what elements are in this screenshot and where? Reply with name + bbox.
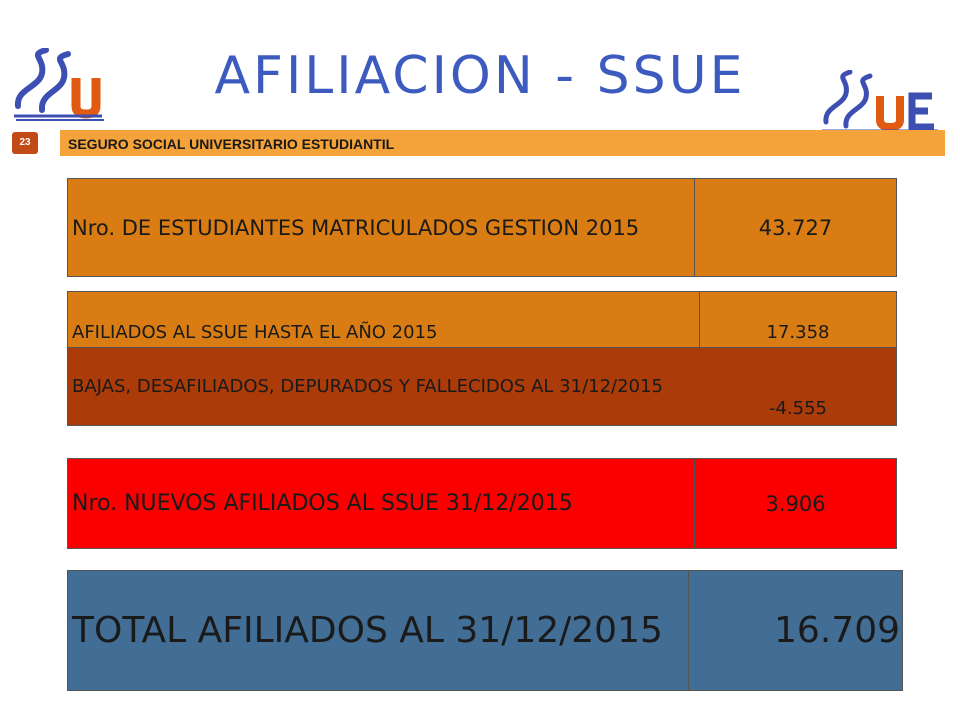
table-matriculados: Nro. DE ESTUDIANTES MATRICULADOS GESTION… <box>67 178 897 277</box>
value-matriculados: 43.727 <box>694 178 897 277</box>
label-matriculados: Nro. DE ESTUDIANTES MATRICULADOS GESTION… <box>67 178 695 277</box>
header-bar <box>60 130 945 156</box>
ssu-logo <box>12 48 108 122</box>
table-nuevos: Nro. NUEVOS AFILIADOS AL SSUE 31/12/2015… <box>67 458 897 549</box>
value-total: 16.709 <box>688 570 903 691</box>
label-afiliados: AFILIADOS AL SSUE HASTA EL AÑO 2015 <box>67 291 700 348</box>
label-bajas: BAJAS, DESAFILIADOS, DEPURADOS Y FALLECI… <box>67 347 700 426</box>
label-nuevos: Nro. NUEVOS AFILIADOS AL SSUE 31/12/2015 <box>67 458 695 549</box>
header-bar-text: SEGURO SOCIAL UNIVERSITARIO ESTUDIANTIL <box>68 136 395 152</box>
table-total: TOTAL AFILIADOS AL 31/12/2015 16.709 <box>67 570 903 691</box>
label-total: TOTAL AFILIADOS AL 31/12/2015 <box>67 570 689 691</box>
page-title: AFILIACION - SSUE <box>214 46 746 106</box>
page-number-badge: 23 <box>12 132 38 154</box>
table-afiliados-bajas: AFILIADOS AL SSUE HASTA EL AÑO 2015 17.3… <box>67 291 897 426</box>
value-afiliados: 17.358 <box>699 291 897 348</box>
value-bajas: -4.555 <box>699 347 897 426</box>
value-nuevos: 3.906 <box>694 458 897 549</box>
